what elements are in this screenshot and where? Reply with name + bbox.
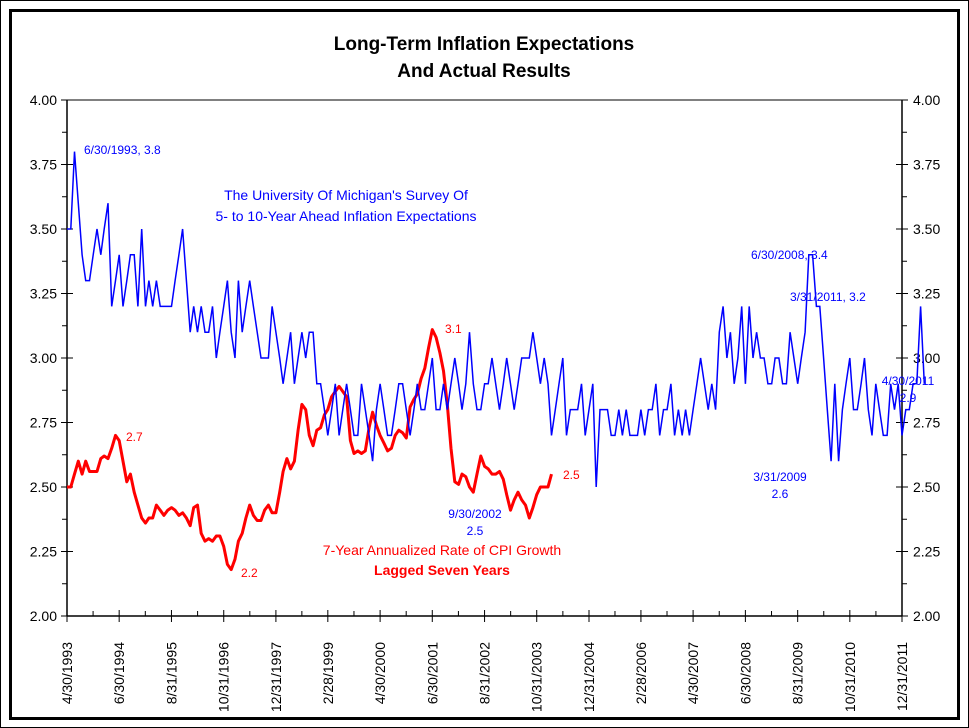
x-tick-label: 8/31/1995 [163,642,179,704]
y-tick-label-left: 3.25 [30,286,57,302]
chart-subtitle: And Actual Results [397,61,571,82]
x-tick-label: 8/31/2009 [790,642,806,704]
chart-inner-border [9,9,960,720]
annotation-trough-2002-date: 9/30/2002 [448,507,502,521]
x-tick-label: 10/31/2003 [529,642,545,712]
x-tick-label: 6/30/2008 [737,642,753,704]
annotation-last-date: 4/30/2011 [882,374,935,388]
y-tick-label-right: 2.50 [913,479,940,495]
y-tick-label-left: 3.00 [30,350,57,366]
annotation-trough-2009-date: 3/31/2009 [753,470,807,484]
annotation-trough-2009-value: 2.6 [772,487,789,501]
y-tick-label-right: 2.25 [913,544,940,560]
annotation-peak-2011: 3/31/2011, 3.2 [790,290,866,304]
y-tick-label-right: 2.00 [913,608,940,624]
y-tick-label-right: 3.00 [913,350,940,366]
x-tick-label: 12/31/2011 [894,642,910,711]
x-tick-label: 4/30/1993 [59,642,75,704]
chart-title: Long-Term Inflation Expectations [334,34,635,55]
x-tick-label: 8/31/2002 [477,642,493,704]
y-tick-label-left: 2.25 [30,544,57,560]
x-tick-label: 2/28/2006 [633,642,649,704]
y-tick-label-right: 3.50 [913,221,940,237]
x-tick-label: 2/28/1999 [320,642,336,704]
y-tick-label-left: 2.50 [30,479,57,495]
annotation-cpi-peak-2001: 3.1 [445,322,462,336]
y-axis-right-ticks: 4.00 3.75 3.50 3.25 3.00 2.75 2.50 2.25 2.00 [896,92,940,624]
series-label-michigan-line2: 5- to 10-Year Ahead Inflation Expectatio… [216,208,477,224]
y-tick-label-right: 3.75 [913,157,940,173]
annotation-peak-2008: 6/30/2008, 3.4 [751,248,828,262]
x-tick-label: 6/30/1994 [111,642,127,704]
x-tick-label: 10/31/1996 [216,642,232,712]
x-tick-label: 6/30/2001 [424,642,440,704]
y-tick-label-right: 2.75 [913,415,940,431]
annotation-trough-2002-value: 2.5 [467,524,484,538]
annotation-peak-1993: 6/30/1993, 3.8 [84,143,161,157]
x-tick-label: 12/31/1997 [268,642,284,712]
series-label-cpi-line1: 7-Year Annualized Rate of CPI Growth [323,542,561,558]
x-tick-label: 10/31/2010 [842,642,858,712]
annotation-cpi-last: 2.5 [563,468,580,482]
series-michigan-line [67,151,926,488]
y-tick-label-right: 3.25 [913,286,940,302]
x-tick-label: 12/31/2004 [581,642,597,712]
annotation-cpi-trough-1996: 2.2 [241,566,258,580]
annotation-last-value: 2.9 [900,391,917,405]
x-tick-label: 4/30/2007 [685,642,701,704]
annotation-cpi-peak-1994: 2.7 [126,430,143,444]
x-axis-ticks: 4/30/1993 6/30/1994 8/31/1995 10/31/1996 12/… [59,610,910,712]
y-tick-label-left: 2.75 [30,415,57,431]
y-axis-left-ticks: 4.00 3.75 3.50 3.25 3.00 2.75 2.50 2.25 2.00 [30,92,73,624]
series-label-cpi-line2: Lagged Seven Years [374,562,510,578]
x-tick-label: 4/30/2000 [372,642,388,704]
y-tick-label-right: 4.00 [913,92,940,108]
y-tick-label-left: 4.00 [30,92,57,108]
series-label-michigan-line1: The University Of Michigan's Survey Of [224,187,468,203]
y-tick-label-left: 3.75 [30,157,57,173]
series-cpi-line [67,328,553,572]
y-tick-label-left: 3.50 [30,221,57,237]
y-tick-label-left: 2.00 [30,608,57,624]
